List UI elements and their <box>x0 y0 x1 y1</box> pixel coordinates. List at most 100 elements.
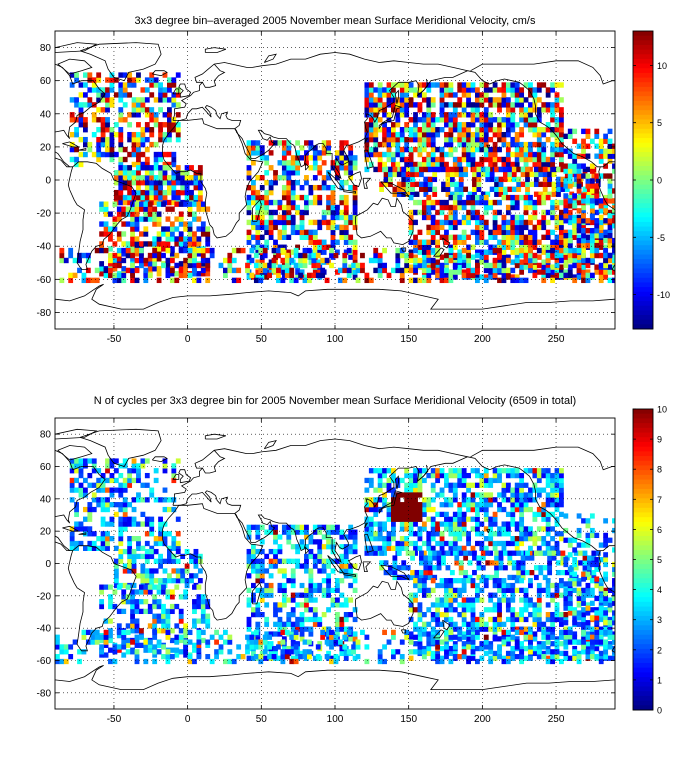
bin-cell <box>554 244 560 250</box>
bin-cell <box>116 206 122 212</box>
bin-cell <box>187 221 193 227</box>
bin-cell <box>131 558 137 564</box>
bin-cell <box>399 127 405 133</box>
bin-cell <box>545 156 551 163</box>
bin-cell <box>304 563 309 569</box>
bin-cell <box>432 191 438 197</box>
bin-cell <box>330 544 336 550</box>
bin-cell <box>152 211 158 217</box>
bin-cell <box>475 239 480 245</box>
bin-cell <box>174 252 180 259</box>
bin-cell <box>377 536 383 542</box>
bin-cell <box>251 548 256 555</box>
bin-cell <box>461 621 467 627</box>
bin-cell <box>116 251 122 257</box>
bin-cell <box>607 153 613 159</box>
bin-cell <box>149 553 155 560</box>
bin-cell <box>541 161 547 168</box>
bin-cell <box>421 127 427 133</box>
coastline-novaya-zemlya <box>263 53 277 63</box>
bin-cell <box>582 186 588 192</box>
bin-cell <box>404 252 410 259</box>
colorbar-tick-label: 5 <box>657 118 662 128</box>
bin-cell <box>149 568 155 574</box>
bin-cell <box>264 244 270 250</box>
bin-cell <box>533 550 539 556</box>
bin-cell <box>273 558 278 564</box>
bin-cell <box>174 277 180 284</box>
bin-cell <box>108 599 113 605</box>
bin-cell <box>475 526 480 532</box>
bin-cell <box>516 574 522 581</box>
bin-cell <box>435 602 441 608</box>
bin-cell <box>184 578 190 584</box>
bin-cell <box>281 145 287 151</box>
bin-cell <box>612 208 615 214</box>
bin-cell <box>273 529 278 535</box>
bin-cell <box>461 545 467 551</box>
bin-cell <box>413 468 418 474</box>
bin-cell <box>377 161 383 168</box>
bin-cell <box>444 141 449 148</box>
bin-cell <box>131 107 137 113</box>
bin-cell <box>470 122 476 128</box>
bin-cell <box>514 234 520 240</box>
bin-cell <box>505 239 511 245</box>
bin-cell <box>556 181 561 188</box>
bin-cell <box>439 502 445 508</box>
bin-cell <box>528 107 533 113</box>
bin-cell <box>321 563 327 569</box>
bin-cell <box>304 587 309 593</box>
bin-cell <box>312 229 318 236</box>
bin-cell <box>567 168 573 174</box>
bin-cell <box>457 477 463 484</box>
bin-cell <box>475 516 480 522</box>
bin-cell <box>337 277 343 284</box>
bin-cell <box>519 264 525 270</box>
bin-cell <box>448 587 454 593</box>
bin-cell <box>197 578 203 584</box>
bin-cell <box>435 540 441 547</box>
bin-cell <box>483 472 489 479</box>
bin-cell <box>511 186 517 192</box>
bin-cell <box>498 181 504 188</box>
bin-cell <box>246 274 252 280</box>
colorbar-segment <box>633 114 653 120</box>
colorbar-segment <box>633 259 653 265</box>
bin-cell <box>329 252 334 259</box>
bin-cell <box>519 229 525 236</box>
y-tick-label: -60 <box>37 275 52 286</box>
bin-cell <box>307 277 312 284</box>
coastline-australia <box>355 197 414 246</box>
bin-cell <box>299 602 305 608</box>
bin-cell <box>466 131 471 138</box>
bin-cell <box>421 244 427 250</box>
bin-cell <box>171 540 177 547</box>
bin-cell <box>144 578 150 584</box>
bin-cell <box>581 173 586 179</box>
bin-cell <box>91 540 97 547</box>
bin-cell <box>348 529 354 535</box>
bin-cell <box>162 72 168 78</box>
bin-cell <box>505 102 511 108</box>
bin-cell <box>192 277 197 284</box>
bin-cell <box>136 497 141 503</box>
bin-cell <box>364 166 370 173</box>
bin-cell <box>551 171 557 178</box>
bin-cell <box>373 97 379 103</box>
bin-cell <box>576 267 582 274</box>
bin-cell <box>559 219 564 226</box>
bin-cell <box>572 229 578 236</box>
bin-cell <box>144 482 150 488</box>
bin-cell <box>501 540 507 547</box>
bin-cell <box>162 458 168 464</box>
bin-cell <box>532 497 538 503</box>
bin-cell <box>83 506 88 513</box>
bin-cell <box>180 184 186 191</box>
bin-cell <box>589 178 595 184</box>
bin-cell <box>395 122 401 128</box>
bin-cell <box>147 256 153 262</box>
bin-cell <box>330 602 336 608</box>
bin-cell <box>497 578 502 584</box>
bin-cell <box>607 158 613 164</box>
